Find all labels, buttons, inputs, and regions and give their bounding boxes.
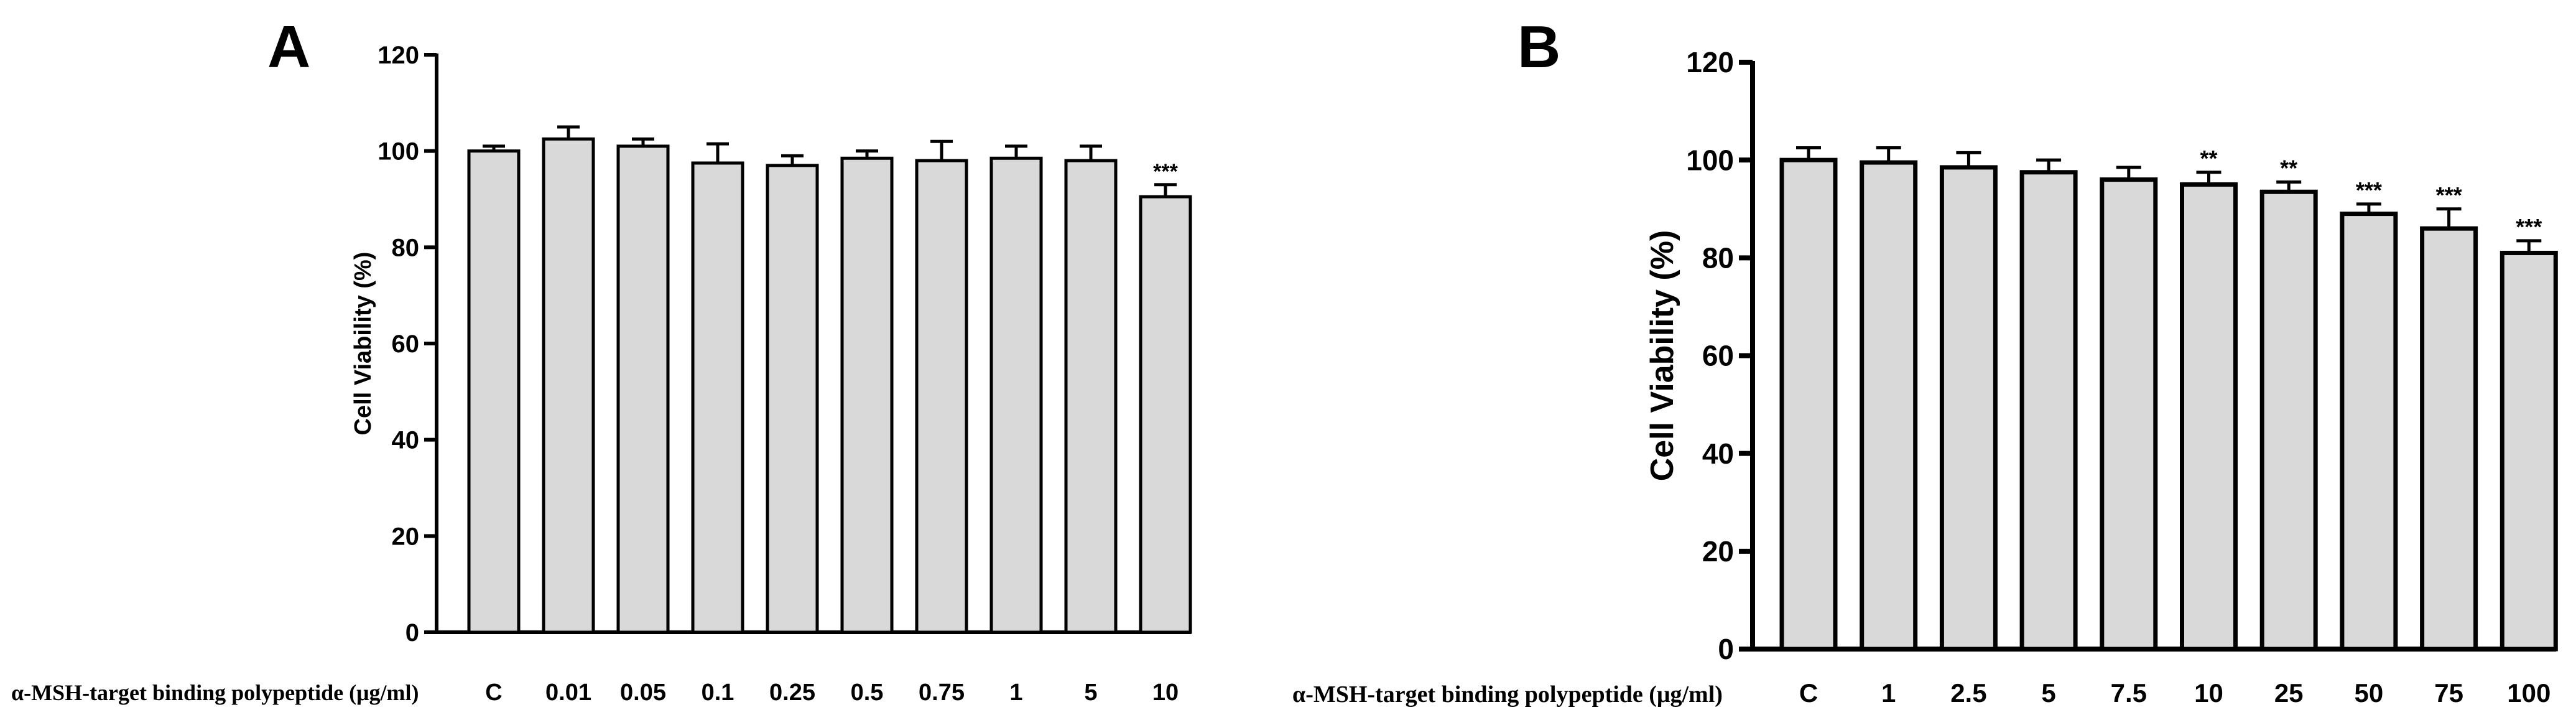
chart-b-x-tick-label: 2.5 [1950,678,1986,708]
chart-a-x-tick-label: 0.05 [620,680,666,706]
chart-a-significance-label: *** [1153,160,1178,184]
chart-b-bar [1939,165,1998,652]
chart-a-y-tick-label: 60 [392,330,420,358]
chart-b-x-tick-label: 50 [2355,678,2384,708]
chart-b-bar [2500,250,2558,652]
chart-a-y-tick-label: 80 [392,234,420,261]
chart-a-y-tick-label: 40 [392,427,420,454]
chart-b-bar [2420,226,2478,652]
chart-b-x-tick-label: 10 [2194,678,2223,708]
chart-b-bar [2259,189,2318,652]
chart-b-x-tick-label: 1 [1881,678,1896,708]
chart-b-significance-label: ** [2200,146,2217,171]
chart-b-bar [2019,170,2078,652]
chart-a-x-tick-label: 0.75 [919,680,965,706]
chart-b-x-tick-label: 5 [2041,678,2055,708]
chart-b-y-tick-label: 0 [1718,633,1734,665]
chart-a-x-tick-label: 5 [1084,680,1097,706]
chart-a-bar [915,159,968,634]
chart-b-y-tick-label: 120 [1686,46,1734,78]
chart-a-bar [691,161,744,634]
chart-a-bar [616,144,670,634]
chart-b-x-tick-label: 100 [2507,678,2551,708]
chart-b-bar [2180,182,2238,652]
chart-a-bar [989,156,1043,634]
chart-a-x-tick-label: 0.01 [545,680,591,706]
chart-a-y-tick-label: 120 [378,42,419,69]
chart-a-y-tick-label: 100 [378,138,419,166]
chart-b-significance-label: *** [2356,177,2382,203]
chart-b-y-axis-label: Cell Viability (%) [1644,230,1680,482]
chart-b-bar [1779,157,1838,652]
chart-b-x-axis-label: α-MSH-target binding polypeptide (μg/ml) [1292,681,1723,708]
panel-a-letter: A [267,14,310,80]
chart-b-bar [2340,212,2398,652]
chart-a-y-tick-label: 0 [405,619,419,647]
chart-a-y-tick-label: 20 [392,523,420,550]
chart-b-significance-label: ** [2280,156,2297,181]
chart-b-significance-label: *** [2516,214,2542,240]
chart-a-x-tick-label: C [485,680,502,706]
chart-a-bar [542,137,595,634]
chart-b-significance-label: *** [2436,182,2462,208]
chart-b-x-tick-label: 25 [2274,678,2304,708]
chart-a-x-tick-label: 0.1 [702,680,734,706]
chart-b-x-tick-label: C [1799,678,1818,708]
chart-b-y-tick-label: 20 [1702,535,1734,568]
chart-a-x-tick-label: 0.25 [769,680,815,706]
chart-b-y-tick-label: 100 [1686,144,1734,176]
chart-a-bar [1064,159,1118,634]
chart-a-bar [766,164,819,634]
chart-panel-a: 0 20 40 60 80 100 120 Cell Viability (%) α-MSH-t… [11,42,1192,706]
chart-a-x-tick-label: 0.5 [851,680,884,706]
chart-b-y-tick-label: 60 [1702,340,1734,372]
chart-a-bar [840,156,894,634]
chart-a-bar [1139,195,1192,634]
chart-a-x-axis-label: α-MSH-target binding polypeptide (μg/ml) [11,680,419,705]
chart-a-y-axis-label: Cell Viability (%) [350,252,376,436]
chart-b-y-tick-label: 80 [1702,241,1734,274]
chart-b-bar [1860,160,1918,652]
panel-b-letter: B [1517,14,1560,80]
chart-panel-b: 0 20 40 60 80 100 120 Cell Viability (%) α-MSH-t… [1292,46,2558,708]
chart-a-x-tick-label: 1 [1009,680,1022,706]
chart-b-x-tick-label: 7.5 [2111,678,2147,708]
chart-b-bar [2100,177,2158,652]
chart-a-x-tick-label: 10 [1152,680,1179,706]
chart-a-bar [467,149,521,634]
chart-b-y-tick-label: 40 [1702,437,1734,470]
chart-b-x-tick-label: 75 [2434,678,2463,708]
